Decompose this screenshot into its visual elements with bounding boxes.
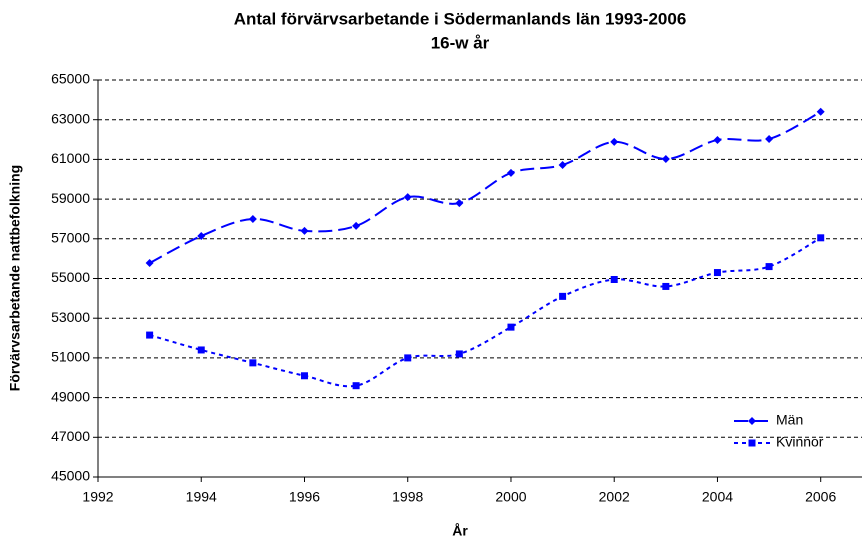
y-axis-label: Förvärvsarbetande nattbefolkning xyxy=(7,165,23,391)
y-tick-label: 63000 xyxy=(51,110,90,126)
marker xyxy=(765,263,773,271)
x-tick-label: 1992 xyxy=(82,489,113,505)
y-tick-label: 59000 xyxy=(51,190,90,206)
marker xyxy=(249,359,257,367)
marker xyxy=(352,221,361,230)
x-axis-label: År xyxy=(452,523,468,539)
y-tick-label: 51000 xyxy=(51,349,90,365)
x-tick-label: 1994 xyxy=(186,489,217,505)
x-tick-label: 2000 xyxy=(495,489,526,505)
y-tick-label: 47000 xyxy=(51,428,90,444)
marker xyxy=(146,331,154,339)
marker xyxy=(455,350,463,358)
legend-marker xyxy=(748,439,756,447)
marker xyxy=(661,155,670,164)
y-tick-label: 55000 xyxy=(51,269,90,285)
marker xyxy=(610,137,619,146)
y-tick-label: 45000 xyxy=(51,468,90,484)
marker xyxy=(300,372,308,380)
series-line xyxy=(149,236,822,388)
marker xyxy=(403,193,412,202)
marker xyxy=(559,292,567,300)
y-tick-label: 57000 xyxy=(51,230,90,246)
series-line xyxy=(149,110,822,264)
y-tick-label: 49000 xyxy=(51,388,90,404)
x-tick-label: 2002 xyxy=(599,489,630,505)
marker xyxy=(248,214,257,223)
marker xyxy=(610,275,618,283)
legend-label: Kvinnor xyxy=(776,434,824,450)
marker xyxy=(765,134,774,143)
marker xyxy=(816,107,825,116)
y-tick-label: 65000 xyxy=(51,71,90,87)
marker xyxy=(817,234,825,242)
marker xyxy=(352,382,360,390)
marker xyxy=(455,199,464,208)
y-tick-label: 61000 xyxy=(51,150,90,166)
marker xyxy=(713,135,722,144)
x-tick-label: 1998 xyxy=(392,489,423,505)
legend-label: Män xyxy=(776,412,803,428)
marker xyxy=(145,259,154,268)
x-tick-label: 1996 xyxy=(289,489,320,505)
marker xyxy=(197,232,206,241)
x-tick-label: 2006 xyxy=(805,489,836,505)
marker xyxy=(713,269,721,277)
marker xyxy=(506,168,515,177)
chart-subtitle: 16-w år xyxy=(431,33,490,52)
marker xyxy=(507,323,515,331)
marker xyxy=(558,160,567,169)
chart-title: Antal förvärvsarbetande i Södermanlands … xyxy=(234,9,687,28)
x-tick-label: 2004 xyxy=(702,489,733,505)
marker xyxy=(662,282,670,290)
y-tick-label: 53000 xyxy=(51,309,90,325)
marker xyxy=(300,226,309,235)
marker xyxy=(197,346,205,354)
legend-marker xyxy=(748,417,756,425)
marker xyxy=(404,354,412,362)
